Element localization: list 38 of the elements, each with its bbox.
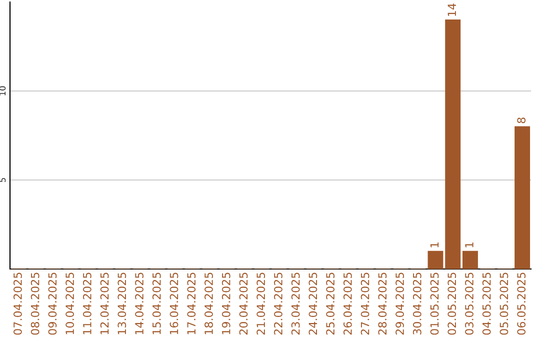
x-tick-label: 02.05.2025 <box>448 272 456 335</box>
x-tick-label: 15.04.2025 <box>152 272 161 334</box>
x-tick-label: 13.04.2025 <box>118 272 126 334</box>
x-tick-label: 18.04.2025 <box>204 272 213 334</box>
x-tick-label: 11.04.2025 <box>82 272 92 334</box>
x-tick-label: 14.04.2025 <box>135 272 144 334</box>
x-tick-label: 30.04.2025 <box>412 272 422 335</box>
x-tick-label: 29.04.2025 <box>396 272 404 335</box>
x-tick-label: 28.04.2025 <box>378 272 387 335</box>
x-tick-label: 10.04.2025 <box>66 272 74 334</box>
x-tick-label: 25.04.2025 <box>326 272 335 335</box>
x-tick-label: 01.05.2025 <box>430 272 439 335</box>
x-tick-label: 03.05.2025 <box>465 272 474 335</box>
x-tick-label: 12.04.2025 <box>100 272 109 334</box>
x-tick-label: 07.04.2025 <box>14 272 22 335</box>
bar <box>445 19 461 269</box>
x-tick-label: 27.04.2025 <box>360 272 370 335</box>
x-tick-label: 21.04.2025 <box>256 272 266 335</box>
x-tick-label: 16.04.2025 <box>170 272 178 334</box>
x-tick-label: 08.04.2025 <box>30 272 40 335</box>
x-tick-label: 05.05.2025 <box>500 272 508 335</box>
x-tick-label: 22.04.2025 <box>274 272 282 335</box>
bar <box>428 250 444 269</box>
data-label: 1 <box>430 242 439 248</box>
x-tick-label: 17.04.2025 <box>187 272 196 334</box>
x-tick-label: 04.05.2025 <box>482 272 491 335</box>
x-tick-label: 19.04.2025 <box>222 272 230 334</box>
data-label: 1 <box>465 242 474 248</box>
bar <box>462 250 478 269</box>
data-label: 8 <box>517 118 526 124</box>
x-tick-label: 20.04.2025 <box>239 272 248 335</box>
x-tick-label: 06.05.2025 <box>517 272 526 335</box>
x-tick-label: 26.04.2025 <box>343 272 352 335</box>
x-tick-label: 23.04.2025 <box>291 272 300 335</box>
x-tick-label: 09.04.2025 <box>48 272 57 335</box>
bar <box>514 126 530 269</box>
x-tick-label: 24.04.2025 <box>308 272 318 335</box>
data-label: 14 <box>448 4 456 16</box>
